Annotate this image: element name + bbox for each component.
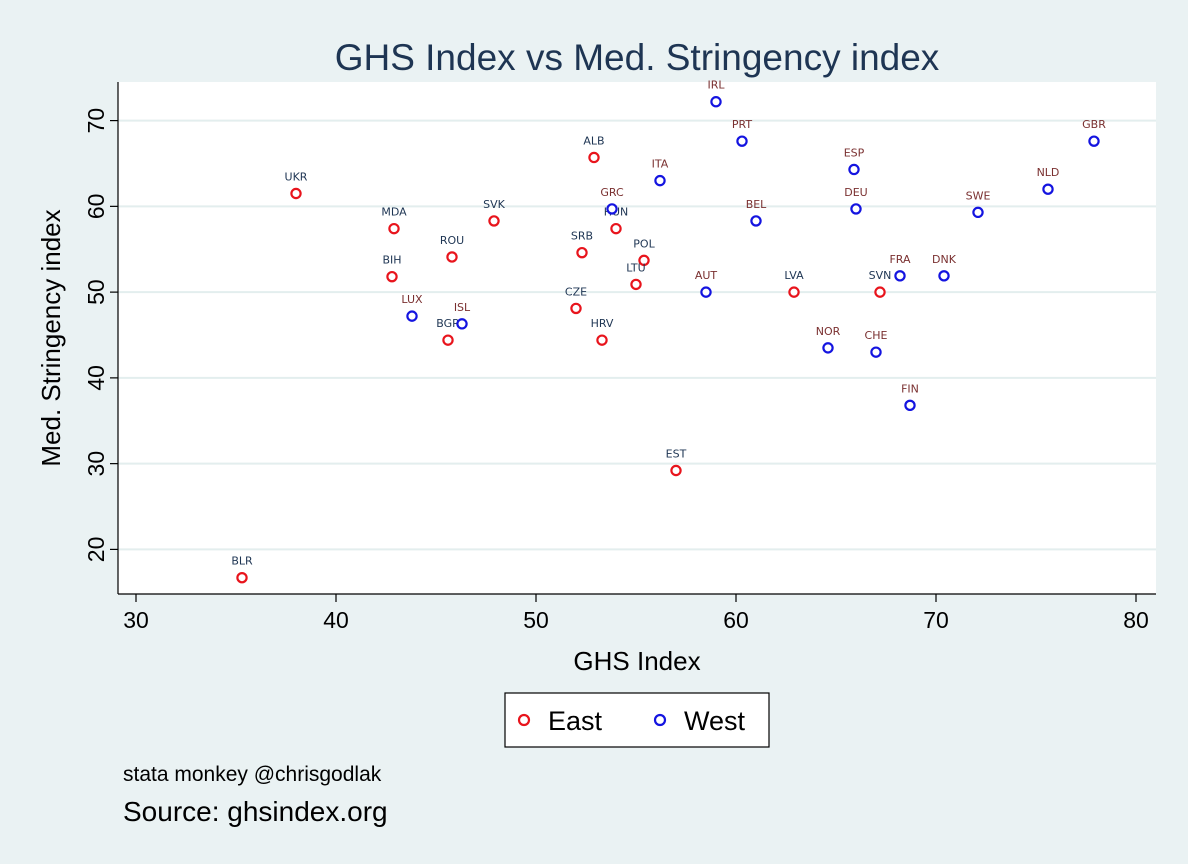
point-fra <box>894 270 906 282</box>
point-label-fin: FIN <box>901 382 919 395</box>
point-label-srb: SRB <box>571 230 593 243</box>
y-tick-label: 60 <box>83 194 109 220</box>
point-grc <box>606 203 618 215</box>
point-label-ukr: UKR <box>285 170 308 183</box>
point-label-pol: POL <box>633 237 655 250</box>
point-swe <box>972 206 984 219</box>
data-points: UKRMDAROUBIHBGRSVKALBHUNSRBPOLLTUCZEHRVE… <box>231 79 1106 584</box>
point-label-aut: AUT <box>695 269 718 282</box>
legend-marker-east <box>517 713 531 727</box>
point-rou <box>446 251 458 263</box>
point-esp <box>848 163 860 176</box>
point-label-nor: NOR <box>816 325 841 338</box>
y-tick-label: 70 <box>83 108 109 134</box>
point-aut <box>700 286 712 298</box>
point-bgr <box>442 334 454 346</box>
point-label-cze: CZE <box>565 285 587 298</box>
point-prt <box>736 135 748 147</box>
point-est <box>670 464 682 477</box>
grid-lines <box>118 119 1156 551</box>
point-dnk <box>938 270 950 282</box>
point-label-swe: SWE <box>966 189 991 202</box>
legend: East West <box>504 692 770 748</box>
legend-label-east: East <box>548 706 603 736</box>
point-alb <box>588 151 600 164</box>
point-che <box>870 346 882 358</box>
x-tick-label: 30 <box>123 607 149 633</box>
point-label-bih: BIH <box>382 254 401 267</box>
point-label-blr: BLR <box>231 555 253 568</box>
legend-marker-west <box>653 713 667 727</box>
point-label-prt: PRT <box>732 118 752 131</box>
point-blr <box>236 572 248 584</box>
point-label-gbr: GBR <box>1082 118 1106 131</box>
point-ltu <box>630 278 642 291</box>
point-srb <box>576 246 588 259</box>
x-axis-label: GHS Index <box>573 646 700 676</box>
x-tick-label: 70 <box>923 607 949 633</box>
point-gbr <box>1088 135 1100 147</box>
point-pol <box>638 254 650 267</box>
point-label-est: EST <box>666 448 687 461</box>
point-label-che: CHE <box>865 329 888 342</box>
x-axis-ticks: 30 40 50 60 70 80 <box>123 594 1149 633</box>
point-hun <box>610 222 622 235</box>
y-tick-label: 20 <box>83 537 109 563</box>
point-label-hrv: HRV <box>591 317 614 330</box>
y-axis-ticks: 20 30 40 50 60 70 <box>83 108 118 562</box>
point-label-grc: GRC <box>600 186 624 199</box>
point-label-lva: LVA <box>784 269 804 282</box>
point-label-rou: ROU <box>440 234 464 247</box>
point-label-ita: ITA <box>652 158 669 171</box>
source-note: Source: ghsindex.org <box>123 796 388 827</box>
point-label-ltu: LTU <box>626 261 645 274</box>
point-bel <box>750 215 762 227</box>
point-ukr <box>290 187 302 200</box>
point-hrv <box>596 334 608 346</box>
point-label-svn: SVN <box>869 269 892 282</box>
point-fin <box>904 399 916 412</box>
point-label-lux: LUX <box>401 293 423 306</box>
point-svn <box>874 286 886 298</box>
point-nor <box>822 342 834 354</box>
point-label-bgr: BGR <box>436 317 460 330</box>
point-deu <box>850 203 862 215</box>
point-ita <box>654 174 666 187</box>
y-tick-label: 30 <box>83 451 109 477</box>
point-nld <box>1042 183 1054 195</box>
x-tick-label: 40 <box>323 607 349 633</box>
point-label-mda: MDA <box>381 206 407 219</box>
point-lva <box>788 286 800 298</box>
x-tick-label: 80 <box>1123 607 1149 633</box>
point-svk <box>488 215 500 227</box>
y-axis-label: Med. Stringency index <box>36 209 66 466</box>
point-label-deu: DEU <box>844 186 867 199</box>
point-label-svk: SVK <box>483 198 506 211</box>
point-irl <box>710 96 722 108</box>
point-label-dnk: DNK <box>932 253 957 266</box>
author-note: stata monkey @chrisgodlak <box>123 763 382 786</box>
point-isl <box>456 318 468 330</box>
point-label-nld: NLD <box>1037 166 1060 179</box>
point-bih <box>386 270 398 283</box>
legend-label-west: West <box>684 706 746 736</box>
x-tick-label: 60 <box>723 607 749 633</box>
legend-box <box>504 692 770 748</box>
point-label-alb: ALB <box>583 134 604 147</box>
point-mda <box>388 222 400 235</box>
point-label-fra: FRA <box>889 253 911 266</box>
point-cze <box>570 302 582 315</box>
x-tick-label: 50 <box>523 607 549 633</box>
chart-title: GHS Index vs Med. Stringency index <box>335 37 940 78</box>
y-tick-label: 50 <box>83 279 109 305</box>
point-label-esp: ESP <box>844 146 865 159</box>
plot-background <box>118 82 1156 594</box>
point-label-isl: ISL <box>454 301 471 314</box>
point-label-irl: IRL <box>707 79 725 92</box>
y-tick-label: 40 <box>83 365 109 391</box>
point-lux <box>406 310 418 322</box>
point-label-bel: BEL <box>746 198 767 211</box>
